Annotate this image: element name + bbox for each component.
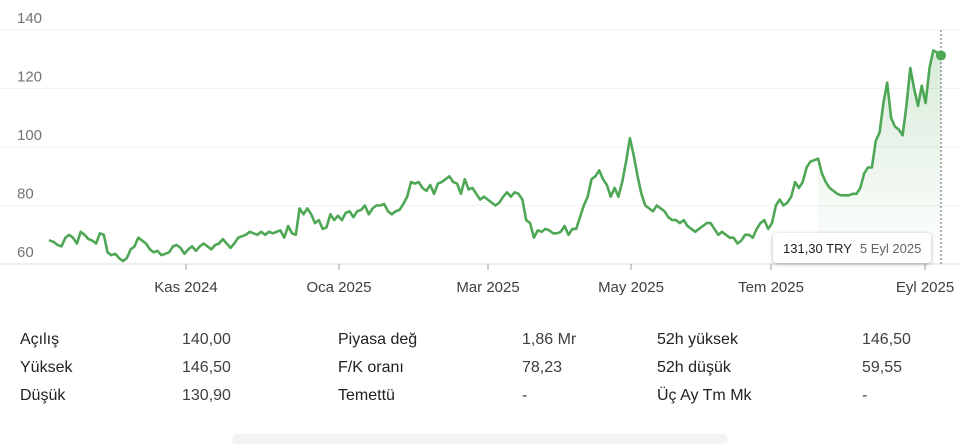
stat-value-52w-low: 59,55: [862, 359, 903, 376]
y-tick-label: 60: [17, 244, 34, 261]
stat-label-dividend: Temettü: [338, 387, 395, 404]
stat-value-52w-high: 146,50: [862, 331, 911, 348]
y-tick-label: 140: [17, 10, 42, 27]
stat-value-dividend: -: [522, 387, 528, 404]
stat-label-open: Açılış: [20, 331, 60, 348]
stat-label-market-cap: Piyasa değ: [338, 331, 418, 348]
y-tick-label: 120: [17, 69, 42, 86]
key-stats-table: Açılış 140,00 Piyasa değ 1,86 Mr 52h yük…: [0, 324, 960, 410]
y-tick-label: 80: [17, 186, 34, 203]
stat-label-high: Yüksek: [20, 359, 73, 376]
x-tick-label: Tem 2025: [738, 279, 804, 296]
x-axis-ticks: Kas 2024 Oca 2025 Mar 2025 May 2025 Tem 2025…: [154, 264, 954, 296]
gridlines: [0, 29, 960, 265]
stat-label-52w-high: 52h yüksek: [657, 331, 738, 348]
tooltip-date: 5 Eyl 2025: [859, 240, 922, 256]
x-tick-label: Eyl 2025: [896, 279, 954, 296]
stat-value-pe-ratio: 78,23: [522, 359, 563, 376]
stat-value-high: 146,50: [182, 359, 231, 376]
x-tick-label: Mar 2025: [456, 279, 519, 296]
stat-label-pe-ratio: F/K oranı: [338, 359, 404, 376]
x-tick-label: May 2025: [598, 279, 664, 296]
x-tick-label: Kas 2024: [154, 279, 217, 296]
highlight-area: [818, 50, 941, 264]
tooltip-price: 131,30 TRY: [783, 240, 852, 256]
stat-value-low: 130,90: [182, 387, 231, 404]
x-tick-label: Oca 2025: [306, 279, 371, 296]
stat-label-52w-low: 52h düşük: [657, 359, 731, 376]
stat-value-market-cap: 1,86 Mr: [522, 331, 577, 348]
stat-label-low: Düşük: [20, 387, 66, 404]
price-tooltip: 131,30 TRY 5 Eyl 2025: [773, 233, 932, 263]
more-about-button[interactable]: [232, 434, 728, 444]
stat-value-open: 140,00: [182, 331, 231, 348]
y-axis-ticks: 60 80 100 120 140: [17, 10, 42, 261]
price-line: [48, 49, 943, 263]
price-chart[interactable]: 60 80 100 120 140 Kas 2024 Oca 2025 Mar 2025 Ma…: [0, 0, 960, 300]
stat-value-quarterly-div: -: [862, 387, 868, 404]
stat-label-quarterly-div: Üç Ay Tm Mk: [657, 387, 752, 404]
cursor-dot: [936, 50, 946, 61]
y-tick-label: 100: [17, 127, 42, 144]
